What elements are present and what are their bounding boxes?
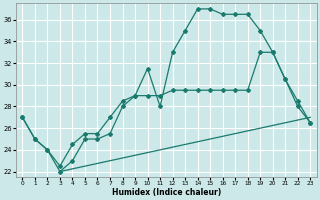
X-axis label: Humidex (Indice chaleur): Humidex (Indice chaleur) (112, 188, 221, 197)
